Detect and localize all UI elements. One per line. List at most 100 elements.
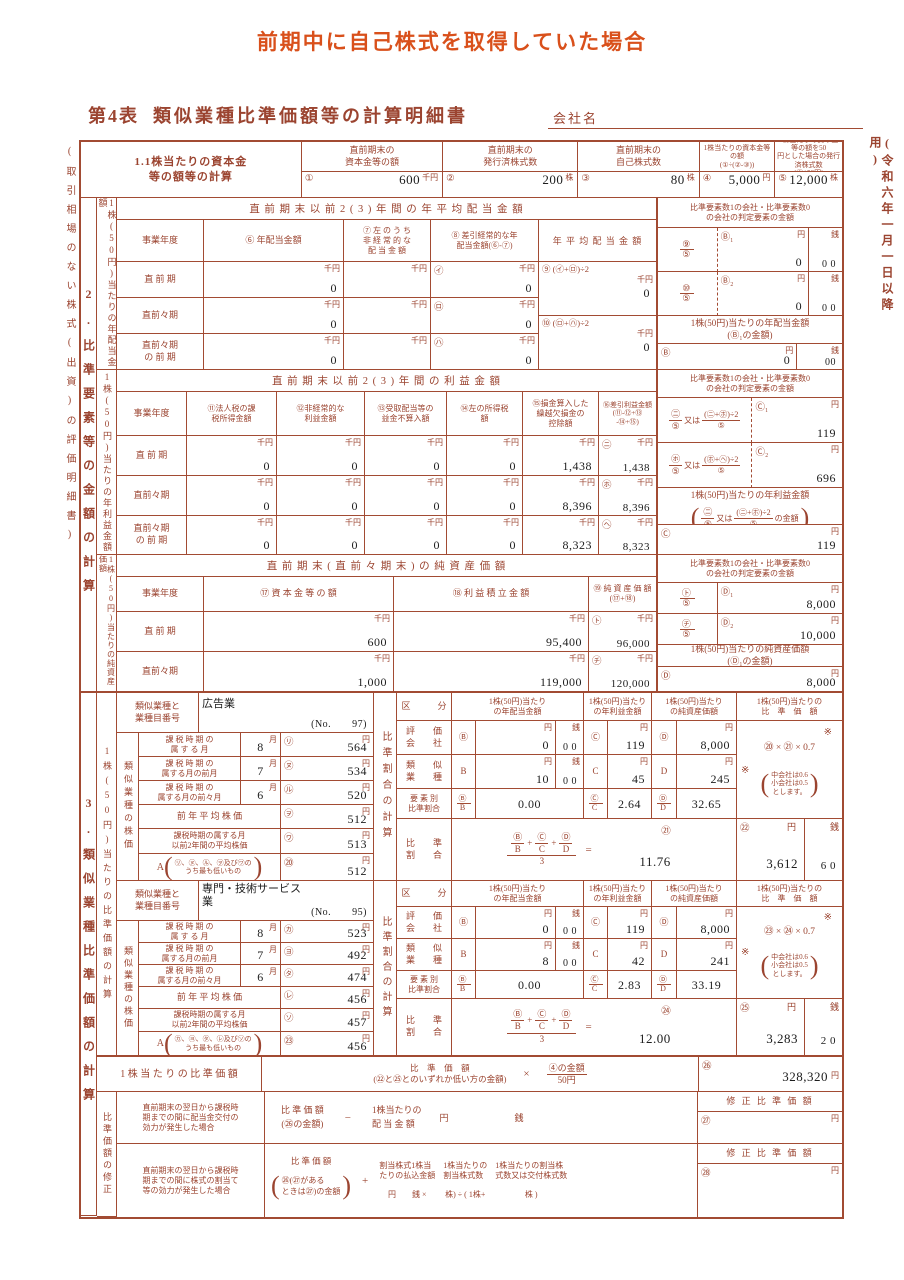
unit-label: 円 <box>362 831 370 840</box>
value-cell: 円 8,000 <box>677 721 737 755</box>
judge-symbol: Ⓑ₁ <box>720 233 734 243</box>
cell-value: 0 <box>525 281 532 295</box>
plus-sign: + <box>527 1015 533 1026</box>
cell-value: 3,283 <box>766 1031 798 1046</box>
net-profit-header: ⑯差引利益金額 (⑪-⑫+⑬ -⑭+⑮) <box>599 392 657 436</box>
treasury-shares-cell: ③ 80 株 <box>578 172 700 198</box>
row-label: 直前々期 の 前 期 <box>117 334 204 370</box>
loss-carryover-header: ⑮損金算入した 繰越欠損金の 控除額 <box>523 392 599 436</box>
row-label: 直前々期 <box>117 652 204 692</box>
cell-value: 7 <box>257 948 264 962</box>
ratio-calc-side-label: 比準割合の計算 <box>374 881 397 1056</box>
iroha-symbol: ㋩ <box>434 339 444 349</box>
fraction-bottom: D <box>562 1021 570 1032</box>
value-cell: 円 42 <box>608 939 652 971</box>
nonrecurring-profit-header: ⑫非経常的な 利益金額 <box>277 392 365 436</box>
unit-label: 千円 <box>427 518 443 527</box>
symbol-cell: D <box>652 755 677 789</box>
circled-number: ㉑ <box>661 827 671 837</box>
ratio-value-cell: 2.64 <box>608 789 652 819</box>
stock-price-cell: ㋕ 円 523 <box>281 921 374 943</box>
unit-label: 千円 <box>637 438 653 447</box>
unit-label: 千円 <box>637 329 653 338</box>
unit-label: 円 <box>725 757 733 766</box>
cell-value: 12,000 <box>789 172 828 187</box>
symbol-cell: Ⓓ <box>652 721 677 755</box>
net-dividend-header: ⑧ 差引経常的な年 配当金額(⑥-⑦) <box>431 220 539 262</box>
company-name-field[interactable] <box>548 128 863 129</box>
unit-label: 銭 <box>829 822 839 832</box>
iroha-symbol: ㋺ <box>434 303 444 313</box>
cell-value: 564 <box>347 740 367 754</box>
ratio-value-cell: 0.00 <box>476 789 584 819</box>
cell-value: 0 0 <box>563 742 577 753</box>
stock-row-desc: 課 税 時 期 の 属 す る 月 <box>139 733 241 757</box>
mod2-c3: 1株当たりの割当株 式数又は交付株式数 <box>495 1160 568 1181</box>
cell-value: 8,396 <box>622 502 650 514</box>
unit-label: 千円 <box>374 654 390 663</box>
stock-row-desc: 課 税 時 期 の 属する月の前々月 <box>139 781 241 805</box>
fraction-top: ㋠ <box>679 618 695 630</box>
ratio-label: 比 準 割 合 <box>397 999 452 1056</box>
unit-label: 円 <box>640 723 648 732</box>
stock-price-side-label: 類似業種の株価 <box>117 921 139 1056</box>
cell-value: 8,323 <box>622 541 650 553</box>
cell-value: 10 <box>536 772 549 786</box>
judge-symbol: Ⓓ <box>661 672 671 682</box>
cell-value: 200 <box>542 172 564 187</box>
cell-value: 8,000 <box>806 597 836 611</box>
iroha-symbol: ㋾ <box>284 810 294 820</box>
iroha-symbol: ㋵ <box>284 948 294 958</box>
judge-value-cell: Ⓒ₁ 円 119 <box>752 398 842 443</box>
company-size-note: 中会社は0.6 小会社は0.5 とします。 <box>737 767 842 800</box>
circled-number: ㉕ <box>740 1004 750 1014</box>
row-label: 直前々期 <box>117 298 204 334</box>
value-cell: 千円 8,323 <box>523 516 599 555</box>
stock-row-desc: 課 税 時 期 の 属する月の前月 <box>139 757 241 781</box>
cell-value: 492 <box>347 948 367 962</box>
cell-value: 8 <box>257 926 264 940</box>
unit-label: 月 <box>269 945 277 954</box>
circled-number: ㉓ <box>284 1037 294 1047</box>
cell-value: 696 <box>816 471 836 485</box>
cell-value: 520 <box>347 788 367 802</box>
cell-value: 523 <box>347 926 367 940</box>
section2-label-text: 2.比準要素等の金額の計算 <box>81 286 96 603</box>
dividend-result-header: 1株(50円)当たりの年配当金額 (Ⓑ₁の金額) <box>658 316 842 344</box>
sen-cell: 銭 0 0 <box>556 907 584 939</box>
circled-number: ㉖ <box>702 1062 712 1072</box>
minus-sign: − <box>344 1111 351 1124</box>
value-cell: 千円 0 <box>187 516 277 555</box>
cell-number: ① <box>304 174 314 184</box>
cell-value: 0 <box>263 459 270 473</box>
kbn-assets-header: 1株(50円)当たり の純資産価額 <box>652 693 737 721</box>
assets-side-label-text: 1株(50円)当たりの純資産価額 <box>98 555 116 686</box>
iroha-symbol: ㋕ <box>284 926 294 936</box>
net-assets-header: ⑲ 純 資 産 価 額 (⑰+⑱) <box>589 577 657 612</box>
sen-cell: 銭 0 0 <box>556 939 584 971</box>
iroha-symbol: ㋹ <box>284 992 294 1002</box>
capital-per-share-cell: ④ 5,000 円 <box>699 172 776 198</box>
profit-block: 1株(50円)当たりの年利益金額 直 前 期 末 以 前 2 ( 3 ) 年 間… <box>97 370 842 555</box>
unit-label: 円 <box>786 1002 796 1012</box>
min-price-label: A <box>156 1038 164 1049</box>
cell-value: 119 <box>816 538 836 552</box>
unit-label: 円 <box>786 822 796 832</box>
cell-value: 2.64 <box>618 797 641 811</box>
cell-number: ② <box>446 174 455 184</box>
kbn-dividend-header: 1株(50円)当たり の年配当金額 <box>452 881 584 907</box>
unit-label: 銭 <box>830 274 839 283</box>
iroha-symbol: ㋬ <box>602 521 612 531</box>
cell-value: 32.65 <box>691 797 722 811</box>
unit-label: 千円 <box>324 300 340 309</box>
equals-sign: = <box>585 1021 592 1033</box>
unit-label: 千円 <box>637 275 653 284</box>
fraction-top: Ⓒ <box>588 794 603 804</box>
fraction-bottom: D <box>562 843 570 854</box>
stock-price-cell: ㉓ 円 456 <box>281 1032 374 1056</box>
